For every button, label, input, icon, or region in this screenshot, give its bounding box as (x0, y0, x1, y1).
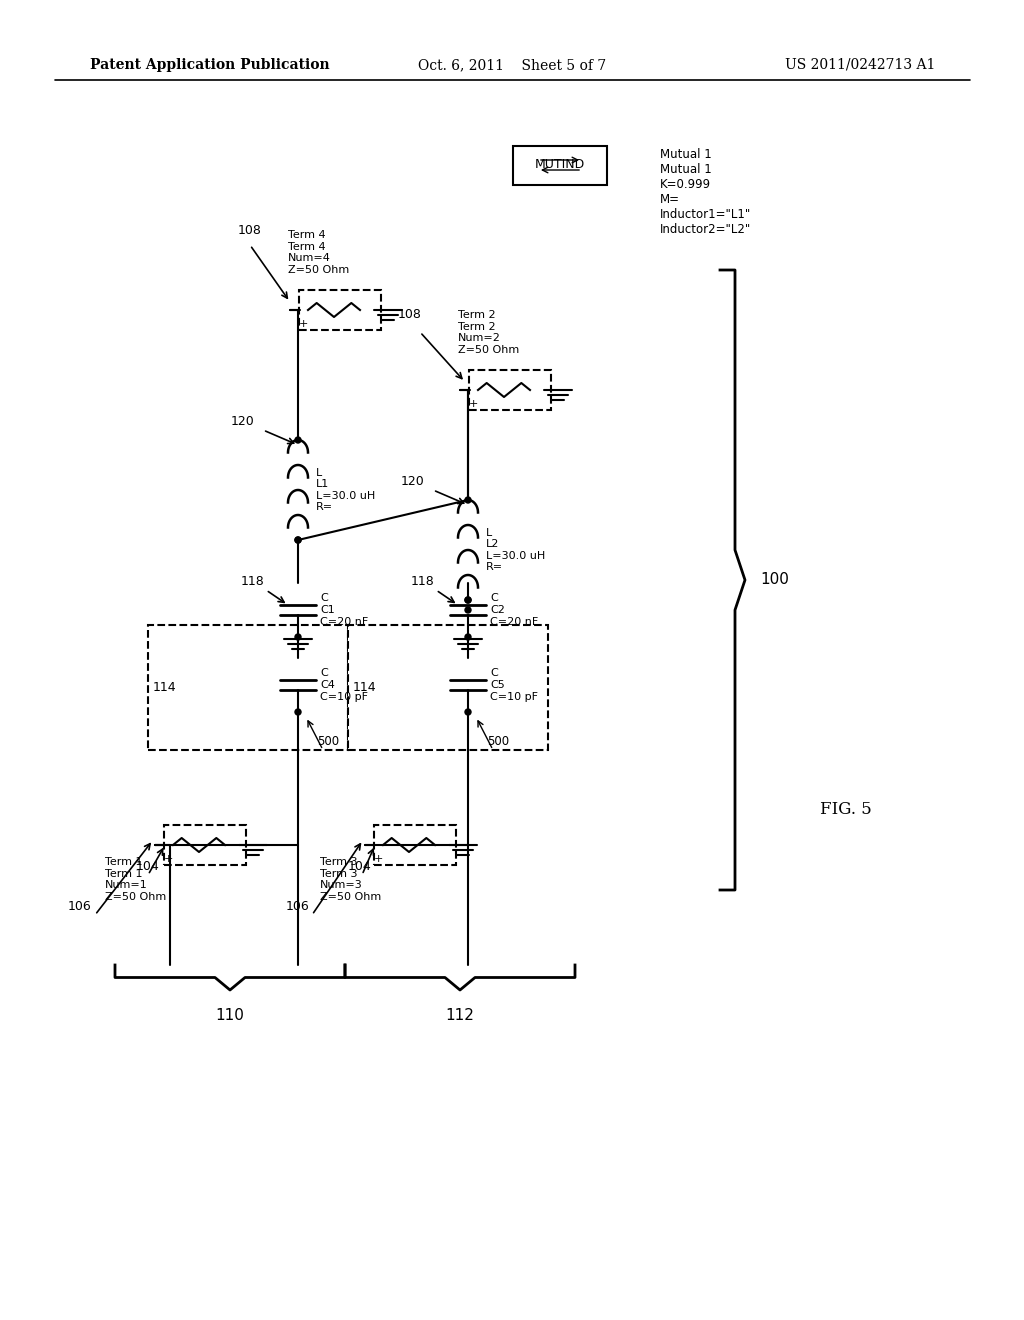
Text: 110: 110 (216, 1008, 245, 1023)
Text: 104: 104 (348, 861, 372, 873)
Text: 100: 100 (760, 573, 788, 587)
Text: L
L1
L=30.0 uH
R=: L L1 L=30.0 uH R= (316, 467, 375, 512)
Text: 118: 118 (241, 576, 265, 587)
Circle shape (465, 597, 471, 603)
Text: L
L2
L=30.0 uH
R=: L L2 L=30.0 uH R= (486, 528, 545, 573)
Text: 108: 108 (238, 223, 262, 236)
Text: US 2011/0242713 A1: US 2011/0242713 A1 (784, 58, 935, 73)
Text: Term 4
Term 4
Num=4
Z=50 Ohm: Term 4 Term 4 Num=4 Z=50 Ohm (288, 230, 349, 275)
Text: 120: 120 (401, 475, 425, 488)
Text: 108: 108 (398, 309, 422, 322)
Text: +: + (468, 399, 477, 409)
FancyBboxPatch shape (299, 290, 381, 330)
Circle shape (465, 709, 471, 715)
Text: 500: 500 (487, 735, 509, 748)
Text: FIG. 5: FIG. 5 (820, 801, 871, 818)
Text: Term 2
Term 2
Num=2
Z=50 Ohm: Term 2 Term 2 Num=2 Z=50 Ohm (458, 310, 519, 355)
Text: +: + (374, 854, 383, 865)
Text: 500: 500 (317, 735, 339, 748)
Circle shape (465, 607, 471, 612)
Circle shape (295, 634, 301, 640)
FancyBboxPatch shape (374, 825, 456, 865)
Circle shape (295, 709, 301, 715)
Text: 114: 114 (353, 681, 377, 694)
FancyBboxPatch shape (469, 370, 551, 411)
Circle shape (465, 634, 471, 640)
Text: 106: 106 (286, 900, 310, 913)
Text: +: + (163, 854, 173, 865)
Circle shape (465, 597, 471, 603)
Text: 120: 120 (231, 414, 255, 428)
Text: 118: 118 (411, 576, 435, 587)
Text: Term 3
Term 3
Num=3
Z=50 Ohm: Term 3 Term 3 Num=3 Z=50 Ohm (319, 857, 381, 902)
Circle shape (295, 537, 301, 543)
Text: Patent Application Publication: Patent Application Publication (90, 58, 330, 73)
Text: +: + (298, 319, 307, 329)
Text: 106: 106 (69, 900, 92, 913)
Circle shape (465, 498, 471, 503)
Text: C
C1
C=20 nF: C C1 C=20 nF (319, 594, 369, 627)
FancyBboxPatch shape (164, 825, 246, 865)
Text: C
C4
C=10 pF: C C4 C=10 pF (319, 668, 368, 702)
Text: C
C5
C=10 pF: C C5 C=10 pF (490, 668, 538, 702)
Text: 114: 114 (153, 681, 176, 694)
Text: Mutual 1
Mutual 1
K=0.999
M=
Inductor1="L1"
Inductor2="L2": Mutual 1 Mutual 1 K=0.999 M= Inductor1="… (660, 148, 752, 236)
FancyBboxPatch shape (513, 145, 607, 185)
FancyBboxPatch shape (348, 624, 548, 750)
Text: Term 1
Term 1
Num=1
Z=50 Ohm: Term 1 Term 1 Num=1 Z=50 Ohm (105, 857, 166, 902)
Text: Oct. 6, 2011    Sheet 5 of 7: Oct. 6, 2011 Sheet 5 of 7 (418, 58, 606, 73)
Circle shape (295, 437, 301, 444)
Text: C
C2
C=20 nF: C C2 C=20 nF (490, 594, 539, 627)
Text: MUTIND: MUTIND (535, 158, 585, 172)
Text: 112: 112 (445, 1008, 474, 1023)
Text: 104: 104 (136, 861, 160, 873)
FancyBboxPatch shape (148, 624, 348, 750)
Circle shape (295, 537, 301, 543)
